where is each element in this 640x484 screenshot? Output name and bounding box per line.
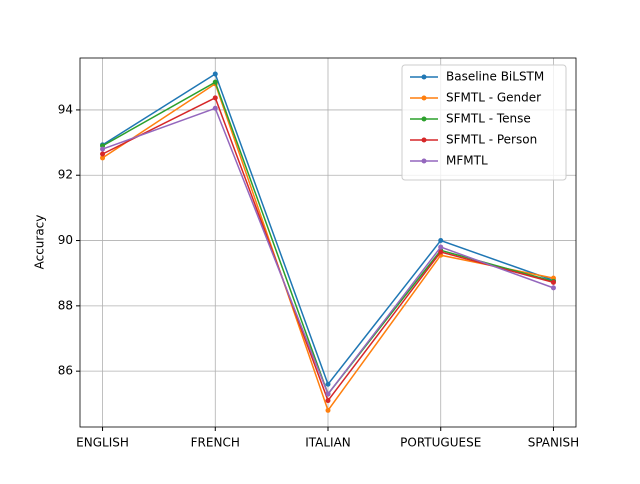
legend-label: Baseline BiLSTM (446, 70, 544, 84)
legend-marker (421, 137, 427, 143)
x-tick-label: ENGLISH (76, 436, 129, 450)
legend-marker (421, 158, 427, 164)
x-tick-label: ITALIAN (305, 436, 351, 450)
point (325, 407, 331, 413)
legend-label: SFMTL - Tense (446, 112, 531, 126)
point (550, 279, 556, 285)
y-tick-label: 92 (58, 168, 73, 182)
y-tick-label: 86 (58, 364, 73, 378)
legend-marker (421, 74, 427, 80)
point (212, 95, 218, 101)
point (212, 71, 218, 77)
point (100, 146, 106, 152)
x-tick-label: PORTUGUESE (400, 436, 481, 450)
point (100, 155, 106, 161)
point (438, 238, 444, 244)
y-tick-label: 90 (58, 233, 73, 247)
legend-box (401, 64, 567, 181)
point (550, 285, 556, 291)
point (438, 244, 444, 250)
legend-marker (421, 95, 427, 101)
legend-label: MFMTL (446, 154, 488, 168)
point (438, 249, 444, 255)
point (212, 105, 218, 111)
y-tick-label: 94 (58, 102, 73, 116)
point (325, 391, 331, 397)
plot-frame (79, 57, 577, 428)
point (325, 381, 331, 387)
y-axis-label: Accuracy (33, 215, 47, 270)
y-tick-label: 88 (58, 298, 73, 312)
legend-label: SFMTL - Gender (446, 91, 541, 105)
legend-marker (421, 116, 427, 122)
point (325, 398, 331, 404)
x-tick-label: SPANISH (528, 436, 579, 450)
x-tick-label: FRENCH (191, 436, 240, 450)
point (100, 151, 106, 157)
legend-label: SFMTL - Person (446, 133, 537, 147)
point (212, 79, 218, 85)
